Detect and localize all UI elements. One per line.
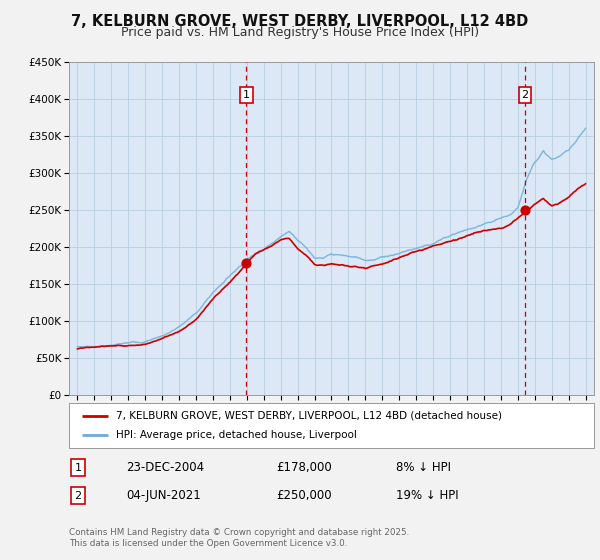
Text: Price paid vs. HM Land Registry's House Price Index (HPI): Price paid vs. HM Land Registry's House … bbox=[121, 26, 479, 39]
Point bbox=[520, 205, 530, 214]
Text: 8% ↓ HPI: 8% ↓ HPI bbox=[396, 461, 451, 474]
Point bbox=[242, 259, 251, 268]
Text: 1: 1 bbox=[74, 463, 82, 473]
Text: 7, KELBURN GROVE, WEST DERBY, LIVERPOOL, L12 4BD: 7, KELBURN GROVE, WEST DERBY, LIVERPOOL,… bbox=[71, 14, 529, 29]
Text: 04-JUN-2021: 04-JUN-2021 bbox=[126, 489, 201, 502]
Text: 2: 2 bbox=[521, 90, 529, 100]
Text: 1: 1 bbox=[243, 90, 250, 100]
Text: £250,000: £250,000 bbox=[276, 489, 332, 502]
Text: HPI: Average price, detached house, Liverpool: HPI: Average price, detached house, Live… bbox=[116, 431, 357, 441]
Text: 23-DEC-2004: 23-DEC-2004 bbox=[126, 461, 204, 474]
Text: Contains HM Land Registry data © Crown copyright and database right 2025.
This d: Contains HM Land Registry data © Crown c… bbox=[69, 528, 409, 548]
Text: 7, KELBURN GROVE, WEST DERBY, LIVERPOOL, L12 4BD (detached house): 7, KELBURN GROVE, WEST DERBY, LIVERPOOL,… bbox=[116, 410, 502, 421]
Text: 19% ↓ HPI: 19% ↓ HPI bbox=[396, 489, 458, 502]
Text: £178,000: £178,000 bbox=[276, 461, 332, 474]
Text: 2: 2 bbox=[74, 491, 82, 501]
